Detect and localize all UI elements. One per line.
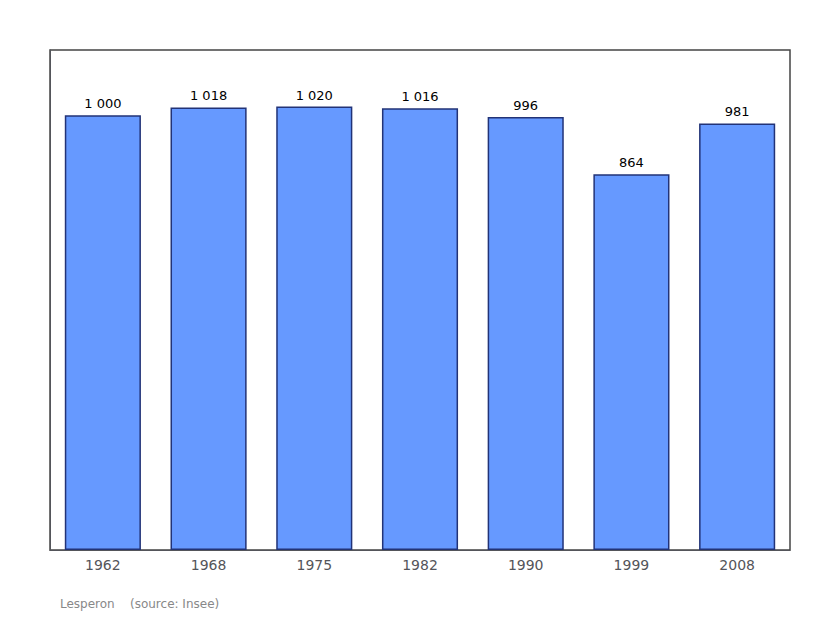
svg-text:2008: 2008 xyxy=(719,557,755,573)
svg-text:1 020: 1 020 xyxy=(296,88,333,103)
svg-text:1 000: 1 000 xyxy=(84,96,121,111)
svg-text:1990: 1990 xyxy=(508,557,544,573)
svg-text:1962: 1962 xyxy=(85,557,121,573)
svg-text:1999: 1999 xyxy=(614,557,650,573)
svg-text:1975: 1975 xyxy=(296,557,332,573)
svg-text:981: 981 xyxy=(725,104,750,119)
svg-text:1 016: 1 016 xyxy=(401,89,438,104)
svg-text:864: 864 xyxy=(619,155,644,170)
svg-text:1968: 1968 xyxy=(191,557,227,573)
svg-text:996: 996 xyxy=(513,98,538,113)
svg-text:Lesperon (source: Insee): Lesperon (source: Insee) xyxy=(60,597,219,611)
svg-text:1982: 1982 xyxy=(402,557,438,573)
svg-text:1 018: 1 018 xyxy=(190,88,227,103)
